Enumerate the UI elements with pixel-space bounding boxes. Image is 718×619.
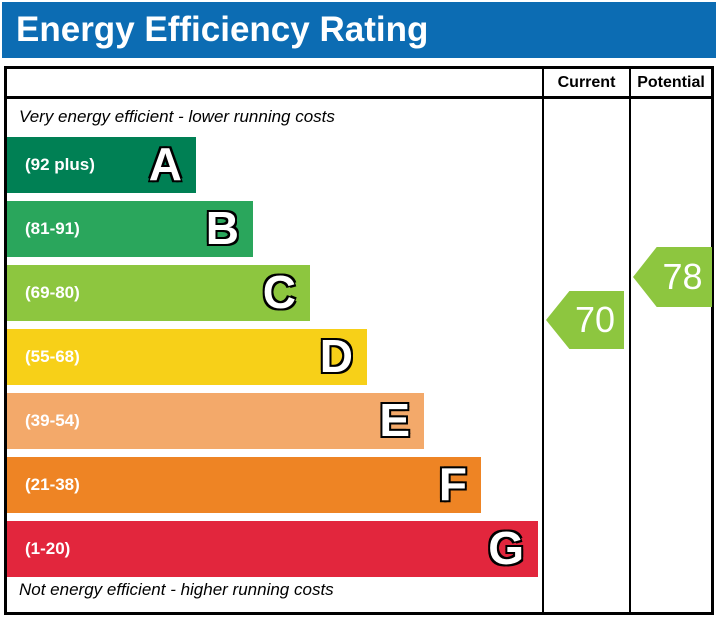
potential-column [629, 69, 713, 612]
band-f-letter: F [438, 457, 469, 512]
band-f-range: (21-38) [25, 475, 80, 494]
current-rating-value: 70 [574, 299, 616, 340]
band-d-range: (55-68) [25, 347, 80, 366]
band-d: (55-68) D [7, 329, 367, 385]
current-column-header: Current [557, 74, 616, 91]
current-column [542, 69, 631, 612]
title-bar: Energy Efficiency Rating [2, 2, 716, 58]
band-g-letter: G [487, 521, 525, 576]
band-e: (39-54) E [7, 393, 424, 449]
band-b-range: (81-91) [25, 219, 80, 238]
band-a-letter: A [148, 137, 184, 192]
band-c-letter: C [262, 265, 298, 320]
band-g-range: (1-20) [25, 539, 71, 558]
bottom-note: Not energy efficient - higher running co… [19, 580, 334, 599]
potential-rating-value: 78 [662, 256, 703, 297]
band-e-range: (39-54) [25, 411, 80, 430]
table-header-row [7, 69, 711, 99]
band-c-range: (69-80) [25, 283, 80, 302]
band-f: (21-38) F [7, 457, 481, 513]
band-b-letter: B [205, 201, 241, 256]
band-e-letter: E [378, 393, 411, 448]
band-c: (69-80) C [7, 265, 310, 321]
band-d-letter: D [319, 329, 355, 384]
band-b: (81-91) B [7, 201, 253, 257]
band-a-range: (92 plus) [25, 155, 95, 174]
page-title: Energy Efficiency Rating [16, 10, 429, 49]
energy-rating-table: Current Potential Very energy efficient … [4, 66, 714, 615]
band-g: (1-20) G [7, 521, 538, 577]
top-note: Very energy efficient - lower running co… [19, 107, 335, 126]
potential-rating-arrow: 78 [633, 247, 712, 307]
potential-column-header: Potential [637, 74, 705, 91]
band-a: (92 plus) A [7, 137, 196, 193]
